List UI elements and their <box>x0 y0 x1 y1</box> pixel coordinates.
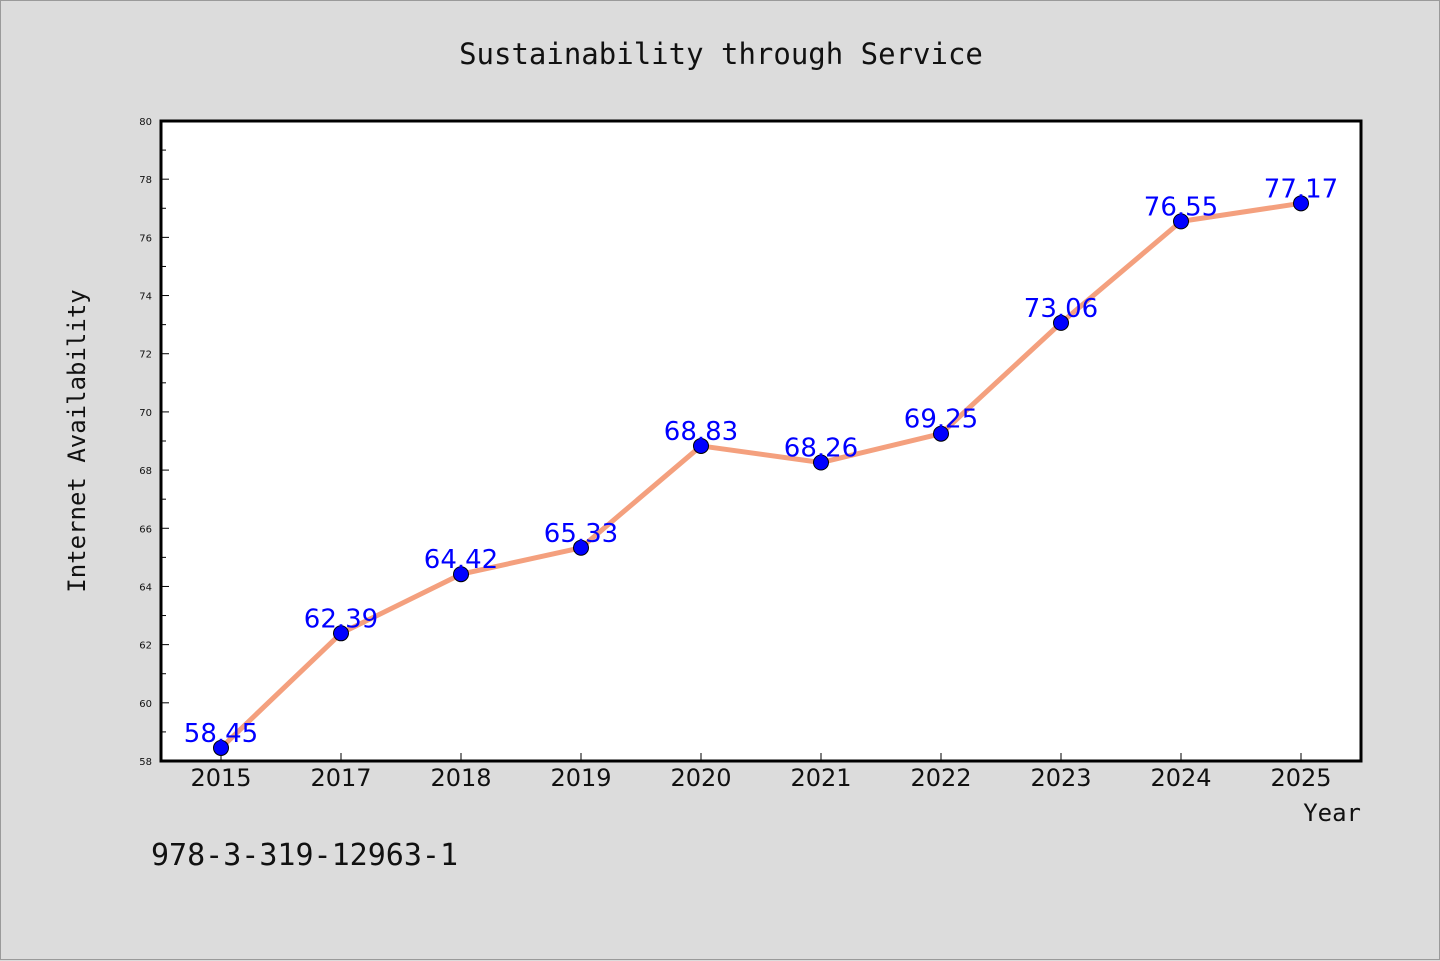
x-tick-label: 2017 <box>310 764 371 792</box>
x-tick-label: 2018 <box>430 764 491 792</box>
plot-area <box>159 119 1363 763</box>
data-label: 77.17 <box>1264 174 1338 204</box>
data-label: 62.39 <box>304 604 378 634</box>
data-label: 65.33 <box>544 519 618 549</box>
y-tick-label: 76 <box>139 233 152 244</box>
x-tick-label: 2024 <box>1150 764 1211 792</box>
y-tick-label: 60 <box>139 699 152 710</box>
y-tick-label: 80 <box>139 117 152 128</box>
data-point <box>573 539 589 556</box>
x-tick-label: 2025 <box>1270 764 1331 792</box>
data-point <box>333 625 349 642</box>
y-tick-label: 70 <box>139 408 152 419</box>
x-tick-label: 2019 <box>550 764 611 792</box>
x-tick-label: 2021 <box>790 764 851 792</box>
data-label: 58.45 <box>184 719 258 749</box>
y-tick-label: 78 <box>139 175 152 186</box>
x-axis: 2015 2017 2018 2019 2020 2021 2022 2023 2024 2025 <box>190 753 1332 792</box>
data-point <box>453 566 469 583</box>
y-axis: 58 60 62 64 66 68 70 72 74 76 78 80 <box>139 117 169 768</box>
data-label: 76.55 <box>1144 192 1218 222</box>
data-point <box>933 425 949 442</box>
data-label: 68.26 <box>784 434 858 464</box>
y-axis-label: Internet Availability <box>63 289 91 592</box>
data-label: 68.83 <box>664 417 738 447</box>
data-point <box>1053 314 1069 331</box>
y-tick-label: 66 <box>139 524 152 535</box>
y-tick-label: 74 <box>139 292 152 303</box>
data-label: 64.42 <box>424 545 498 575</box>
data-point <box>693 437 709 454</box>
isbn-text: 978-3-319-12963-1 <box>151 838 458 873</box>
chart-title: Sustainability through Service <box>459 37 983 71</box>
data-point <box>1173 213 1189 230</box>
data-point <box>813 454 829 471</box>
y-tick-label: 68 <box>139 466 152 477</box>
data-label: 73.06 <box>1024 294 1098 324</box>
data-label: 69.25 <box>904 405 978 435</box>
series-line <box>219 200 1302 750</box>
y-tick-label: 72 <box>139 350 152 361</box>
x-tick-label: 2023 <box>1030 764 1091 792</box>
x-axis-label: Year <box>1303 799 1361 827</box>
y-tick-label: 64 <box>139 582 152 593</box>
series-group: 58.45 62.39 64.42 65.33 68.83 68.26 69.25 73.06… <box>184 174 1338 756</box>
data-point <box>213 739 229 756</box>
x-tick-label: 2020 <box>670 764 731 792</box>
x-tick-label: 2015 <box>190 764 251 792</box>
y-tick-label: 62 <box>139 641 152 652</box>
x-tick-label: 2022 <box>910 764 971 792</box>
data-point <box>1293 195 1309 212</box>
y-tick-label: 58 <box>139 757 152 768</box>
